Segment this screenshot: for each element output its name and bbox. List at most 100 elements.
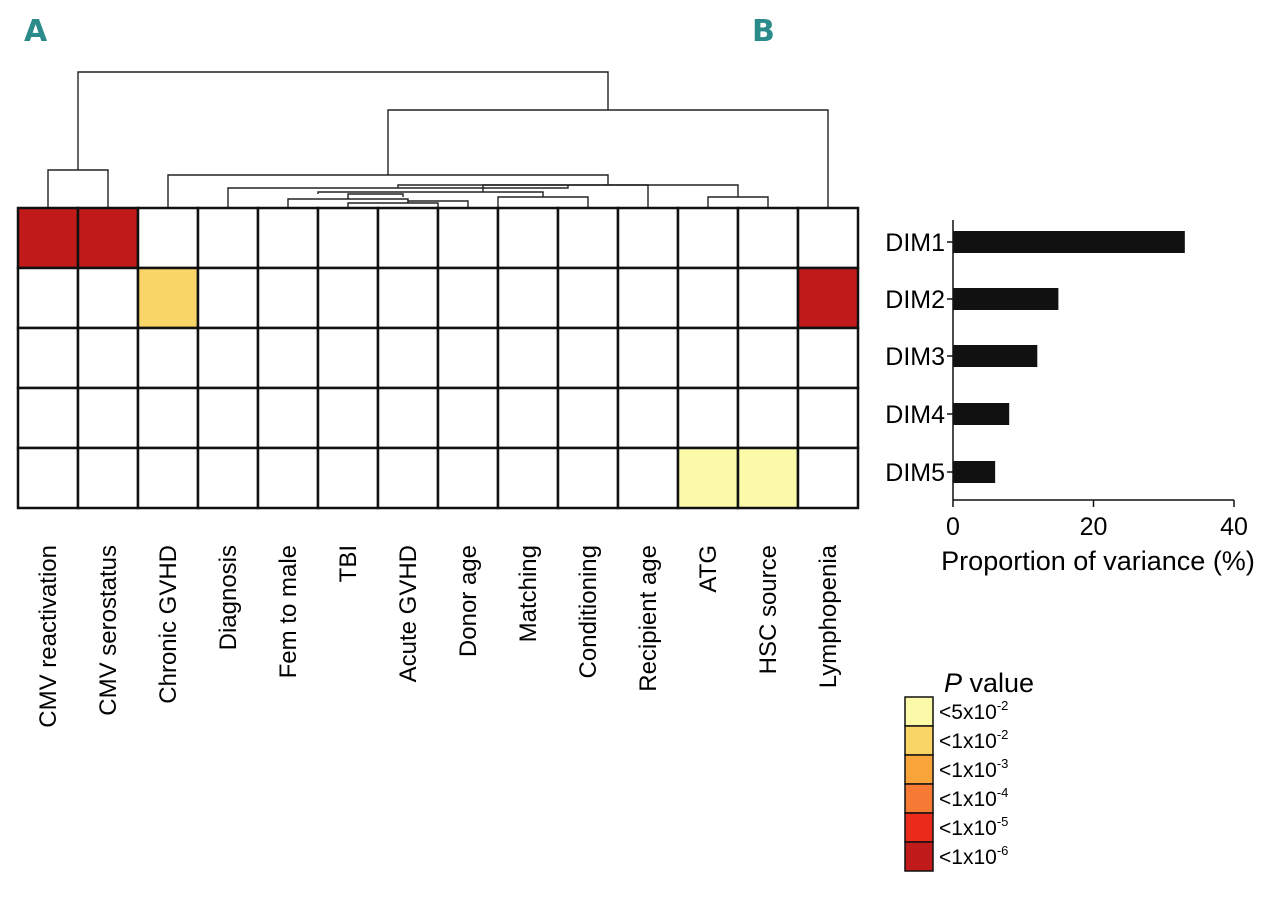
- heatmap-cell: [316, 386, 380, 450]
- heatmap-cell: [76, 206, 140, 270]
- heatmap-cell: [316, 206, 380, 270]
- panel-a-label: A: [24, 14, 48, 49]
- heatmap-column-label: Diagnosis: [215, 545, 242, 650]
- heatmap-cell: [76, 386, 140, 450]
- heatmap-cell: [316, 266, 380, 330]
- legend-label: <1x10-5: [939, 814, 1008, 840]
- pvalue-legend: P value<5x10-2 <1x10-2 <1x10-3 <1x10-4 <1x10…: [904, 668, 1034, 872]
- heatmap-cell: [436, 446, 500, 510]
- heatmap-cell: [136, 326, 200, 390]
- heatmap-column-label: Lymphopenia: [815, 544, 842, 688]
- bar-category-label: DIM3: [885, 343, 945, 371]
- heatmap-cell: [16, 206, 80, 270]
- heatmap-cell: [196, 446, 260, 510]
- bar-mark: [953, 461, 996, 483]
- heatmap-column-label: Acute GVHD: [395, 545, 422, 682]
- heatmap-cell: [796, 266, 860, 330]
- legend-label: <1x10-4: [939, 785, 1008, 811]
- heatmap-cell: [496, 446, 560, 510]
- legend-label: <1x10-6: [939, 843, 1008, 869]
- heatmap-cell: [136, 206, 200, 270]
- heatmap-cell: [16, 446, 80, 510]
- heatmap-cell: [736, 446, 800, 510]
- legend-swatch: [904, 725, 934, 756]
- heatmap-column-label: Fem to male: [275, 545, 302, 678]
- heatmap-cell: [616, 386, 680, 450]
- bar-x-tick-label: 0: [946, 513, 960, 541]
- legend-label: <1x10-2: [939, 727, 1008, 753]
- heatmap-cell: [196, 266, 260, 330]
- heatmap-cell: [616, 266, 680, 330]
- heatmap-cell: [736, 266, 800, 330]
- heatmap-column-label: Donor age: [455, 545, 482, 657]
- heatmap-cell: [496, 326, 560, 390]
- bar-mark: [953, 288, 1059, 310]
- heatmap-cell: [736, 206, 800, 270]
- dendro-link-root: [77, 71, 609, 170]
- heatmap-cell: [196, 386, 260, 450]
- bar-category-label: DIM2: [885, 286, 945, 314]
- heatmap-column-label: Conditioning: [575, 545, 602, 678]
- heatmap-cell: [16, 266, 80, 330]
- heatmap-cell: [16, 326, 80, 390]
- heatmap-cell: [436, 326, 500, 390]
- bar-category-label: DIM5: [885, 459, 945, 487]
- legend-swatch: [904, 754, 934, 785]
- heatmap-cell: [676, 206, 740, 270]
- heatmap-cell: [256, 446, 320, 510]
- heatmap-cell: [556, 326, 620, 390]
- heatmap-cell: [316, 326, 380, 390]
- heatmap-cell: [676, 266, 740, 330]
- heatmap: [16, 206, 860, 510]
- legend-swatch: [904, 783, 934, 814]
- heatmap-cell: [496, 266, 560, 330]
- heatmap-cell: [676, 326, 740, 390]
- heatmap-cell: [736, 386, 800, 450]
- legend-label: <1x10-3: [939, 756, 1008, 782]
- heatmap-cell: [376, 266, 440, 330]
- panel-b-label: B: [752, 14, 775, 49]
- dendro-link-inner-4: [497, 196, 589, 208]
- heatmap-cell: [796, 206, 860, 270]
- bar-category-label: DIM1: [885, 229, 945, 257]
- bar-x-axis-title: Proportion of variance (%): [941, 546, 1255, 576]
- heatmap-column-label: CMV serostatus: [95, 545, 122, 716]
- heatmap-cell: [676, 386, 740, 450]
- heatmap-cell: [436, 206, 500, 270]
- heatmap-column-label: Recipient age: [635, 545, 662, 692]
- legend-swatch: [904, 841, 934, 872]
- bar-x-tick-label: 40: [1220, 513, 1248, 541]
- heatmap-cell: [376, 446, 440, 510]
- heatmap-cell: [556, 206, 620, 270]
- heatmap-cell: [616, 326, 680, 390]
- heatmap-column-label: Chronic GVHD: [155, 545, 182, 704]
- heatmap-cell: [376, 386, 440, 450]
- dendro-link-cmv: [47, 169, 109, 208]
- heatmap-cell: [436, 266, 500, 330]
- heatmap-cell: [196, 206, 260, 270]
- legend-title: P value: [944, 668, 1034, 698]
- heatmap-cell: [256, 266, 320, 330]
- heatmap-cell: [616, 206, 680, 270]
- heatmap-cell: [376, 326, 440, 390]
- heatmap-cell: [136, 446, 200, 510]
- heatmap-cell: [796, 386, 860, 450]
- heatmap-cell: [556, 266, 620, 330]
- legend-swatch: [904, 812, 934, 843]
- dendro-link-inner-1: [347, 202, 439, 208]
- heatmap-cell: [496, 206, 560, 270]
- heatmap-cell: [196, 326, 260, 390]
- dendro-link-inner-9: [397, 184, 739, 197]
- dendro-link-atg-hsc: [707, 196, 769, 208]
- heatmap-column-labels: CMV reactivation CMV serostatus Chronic GV…: [35, 544, 842, 727]
- heatmap-cell: [256, 206, 320, 270]
- heatmap-column-label: Matching: [515, 545, 542, 642]
- heatmap-column-label: TBI: [335, 545, 362, 582]
- dendro-link-inner-6: [317, 191, 544, 197]
- bar-category-label: DIM4: [885, 401, 945, 429]
- column-dendrogram: [47, 71, 829, 208]
- heatmap-cell: [136, 386, 200, 450]
- heatmap-cell: [556, 446, 620, 510]
